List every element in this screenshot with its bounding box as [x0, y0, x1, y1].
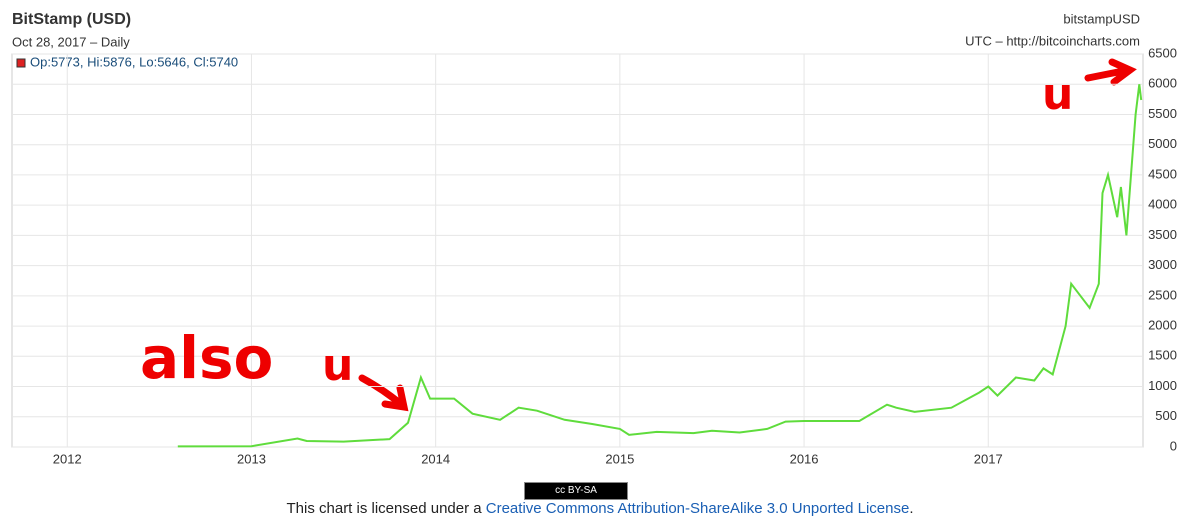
- source: UTC – http://bitcoincharts.com: [965, 33, 1140, 48]
- arrow: [358, 374, 409, 412]
- license-suffix: .: [909, 500, 914, 517]
- license: This chart is licensed under a Creative …: [0, 500, 1200, 517]
- x-tick-label: 2017: [974, 451, 1003, 466]
- y-tick-label: 6000: [1148, 76, 1177, 91]
- y-tick-label: 4000: [1148, 197, 1177, 212]
- x-tick-label: 2015: [605, 451, 634, 466]
- license-prefix: This chart is licensed under a: [286, 500, 486, 517]
- arrow: [1084, 58, 1137, 86]
- symbol: bitstampUSD: [1063, 11, 1140, 26]
- x-tick-label: 2013: [237, 451, 266, 466]
- y-tick-label: 500: [1155, 408, 1177, 423]
- x-tick-label: 2016: [790, 451, 819, 466]
- x-tick-label: 2012: [53, 451, 82, 466]
- legend-text: Op:5773, Hi:5876, Lo:5646, Cl:5740: [30, 54, 238, 69]
- y-tick-label: 2500: [1148, 287, 1177, 302]
- chart-title: BitStamp (USD): [12, 11, 131, 28]
- chart: BitStamp (USD) Oct 28, 2017 – Daily bits…: [11, 11, 1177, 466]
- annotation: u: [322, 340, 353, 391]
- price-line: [177, 84, 1143, 448]
- y-tick-label: 5000: [1148, 136, 1177, 151]
- y-tick-label: 6500: [1148, 45, 1177, 60]
- y-tick-label: 4500: [1148, 166, 1177, 181]
- license-link[interactable]: Creative Commons Attribution-ShareAlike …: [485, 500, 910, 517]
- license-badge: cc BY-SA: [524, 482, 628, 500]
- y-tick-label: 3500: [1148, 227, 1177, 242]
- legend-swatch: [16, 58, 26, 68]
- annotation: also: [140, 324, 273, 392]
- y-tick-label: 1500: [1148, 348, 1177, 363]
- annotation: u: [1042, 69, 1073, 120]
- chart-subtitle: Oct 28, 2017 – Daily: [12, 34, 130, 49]
- y-tick-label: 2000: [1148, 318, 1177, 333]
- y-tick-label: 1000: [1148, 378, 1177, 393]
- y-tick-label: 5500: [1148, 106, 1177, 121]
- y-tick-label: 3000: [1148, 257, 1177, 272]
- y-tick-label: 0: [1170, 438, 1177, 453]
- x-tick-label: 2014: [421, 451, 450, 466]
